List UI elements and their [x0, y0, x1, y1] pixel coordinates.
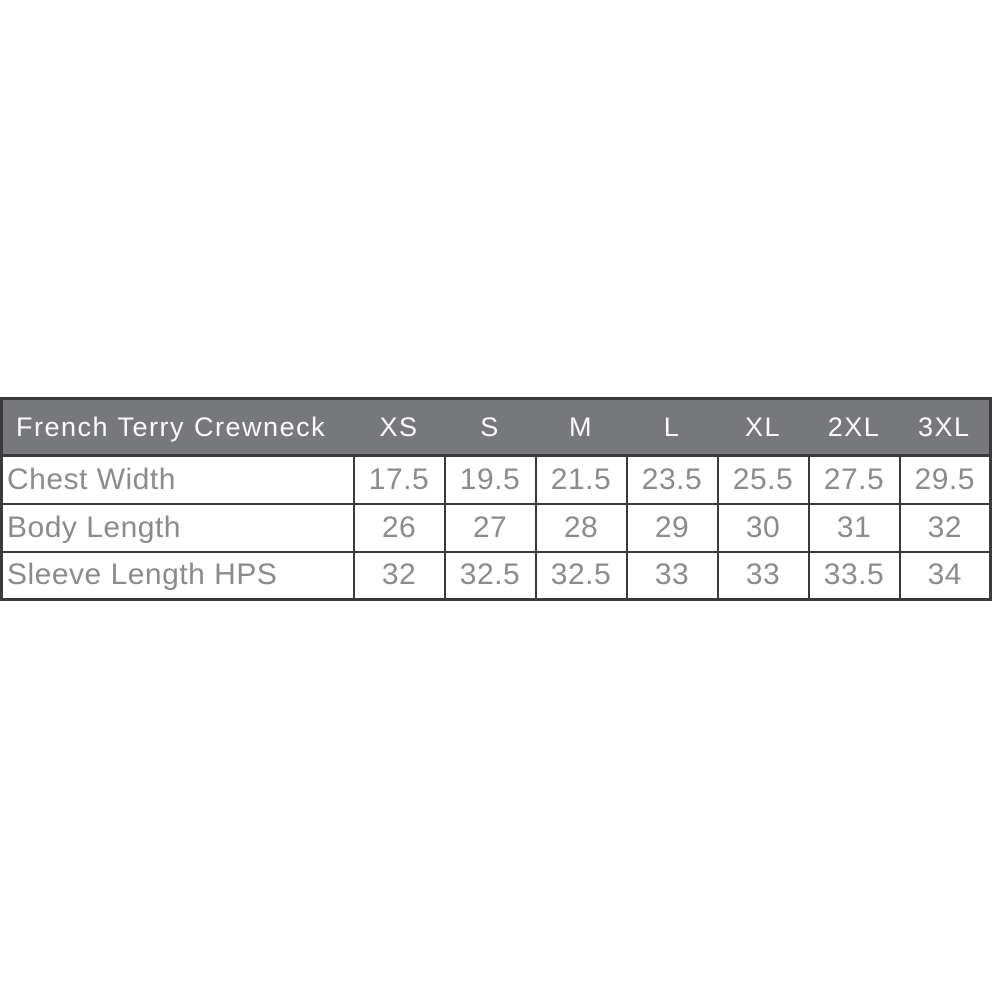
cell-body-length-xl: 30: [716, 502, 810, 553]
cell-body-length-xs: 26: [352, 502, 446, 553]
cell-chest-width-l: 23.5: [625, 454, 719, 505]
cell-chest-width-3xl: 29.5: [898, 454, 992, 505]
cell-chest-width-2xl: 27.5: [807, 454, 901, 505]
column-header-2xl: 2XL: [808, 398, 900, 457]
row-label-chest-width: Chest Width: [0, 454, 355, 505]
table-row-sleeve-length-hps: Sleeve Length HPS 32 32.5 32.5 33 33 33.…: [0, 550, 992, 601]
cell-chest-width-s: 19.5: [443, 454, 537, 505]
size-chart-table: French Terry Crewneck XS S M L XL 2XL 3X…: [0, 397, 992, 601]
cell-sleeve-length-m: 32.5: [534, 550, 628, 601]
cell-sleeve-length-l: 33: [625, 550, 719, 601]
cell-chest-width-xs: 17.5: [352, 454, 446, 505]
cell-sleeve-length-2xl: 33.5: [807, 550, 901, 601]
table-row-chest-width: Chest Width 17.5 19.5 21.5 23.5 25.5 27.…: [0, 454, 992, 505]
cell-body-length-m: 28: [534, 502, 628, 553]
column-header-xs: XS: [353, 398, 445, 457]
row-label-body-length: Body Length: [0, 502, 355, 553]
cell-body-length-2xl: 31: [807, 502, 901, 553]
table-row-body-length: Body Length 26 27 28 29 30 31 32: [0, 502, 992, 553]
column-header-xl: XL: [717, 398, 809, 457]
cell-body-length-l: 29: [625, 502, 719, 553]
cell-sleeve-length-xl: 33: [716, 550, 810, 601]
cell-sleeve-length-s: 32.5: [443, 550, 537, 601]
cell-chest-width-xl: 25.5: [716, 454, 810, 505]
cell-sleeve-length-xs: 32: [352, 550, 446, 601]
row-label-sleeve-length-hps: Sleeve Length HPS: [0, 550, 355, 601]
cell-body-length-s: 27: [443, 502, 537, 553]
cell-chest-width-m: 21.5: [534, 454, 628, 505]
cell-body-length-3xl: 32: [898, 502, 992, 553]
table-title: French Terry Crewneck: [1, 398, 354, 457]
column-header-3xl: 3XL: [899, 398, 991, 457]
column-header-l: L: [626, 398, 718, 457]
table-header-row: French Terry Crewneck XS S M L XL 2XL 3X…: [1, 398, 991, 457]
column-header-s: S: [444, 398, 536, 457]
cell-sleeve-length-3xl: 34: [898, 550, 992, 601]
column-header-m: M: [535, 398, 627, 457]
